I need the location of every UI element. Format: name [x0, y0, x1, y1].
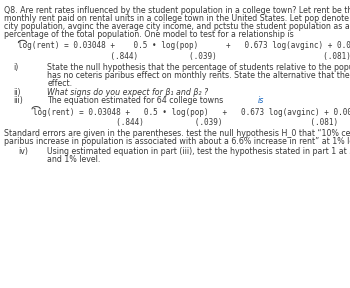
Text: State the null hypothesis that the percentage of students relative to the popula: State the null hypothesis that the perce…	[47, 63, 350, 72]
Text: monthly rent paid on rental units in a college town in the United States. Let po: monthly rent paid on rental units in a c…	[4, 14, 350, 23]
Text: ii): ii)	[13, 88, 21, 97]
Text: effect.: effect.	[47, 79, 72, 88]
Text: has no ceteris paribus effect on monthly rents. State the alternative that there: has no ceteris paribus effect on monthly…	[47, 71, 350, 80]
Text: What signs do you expect for β₁ and β₂ ?: What signs do you expect for β₁ and β₂ ?	[47, 88, 208, 97]
Text: iv): iv)	[18, 147, 28, 156]
Text: i): i)	[13, 63, 19, 72]
Text: (.844)           (.039)                   (.081)                 (.0017): (.844) (.039) (.081) (.0017)	[19, 118, 350, 127]
Text: and 1% level.: and 1% level.	[47, 155, 101, 164]
Text: Q8. Are rent rates influenced by the student population in a college town? Let r: Q8. Are rent rates influenced by the stu…	[4, 6, 350, 15]
Text: city population, avginc the average city income, and pctstu the student populati: city population, avginc the average city…	[4, 22, 350, 31]
Text: paribus increase in population is associated with about a 6.6% increase in rent”: paribus increase in population is associ…	[4, 137, 350, 146]
Text: (.844)           (.039)                       (.081)                  (.0028): (.844) (.039) (.081) (.0028)	[4, 52, 350, 61]
Text: is: is	[257, 96, 264, 105]
Text: Using estimated equation in part (iii), test the hypothesis stated in part 1 at : Using estimated equation in part (iii), …	[47, 147, 350, 156]
Text: The equation estimated for 64 college towns: The equation estimated for 64 college to…	[47, 96, 226, 105]
Text: log(rent) = 0.03048 +   0.5 • log(pop)   +   0.673 log(avginc) + 0.0045 pctstu: log(rent) = 0.03048 + 0.5 • log(pop) + 0…	[19, 108, 350, 117]
Text: log(rent) = 0.03048 +    0.5 • log(pop)      +   0.673 log(avginc) + 0.0046 pcts: log(rent) = 0.03048 + 0.5 • log(pop) + 0…	[4, 41, 350, 50]
Text: Standard errors are given in the parentheses. test the null hypothesis H_0 that : Standard errors are given in the parenth…	[4, 129, 350, 138]
Text: percentage of the total population. One model to test for a relationship is: percentage of the total population. One …	[4, 30, 294, 39]
Text: iii): iii)	[13, 96, 23, 105]
